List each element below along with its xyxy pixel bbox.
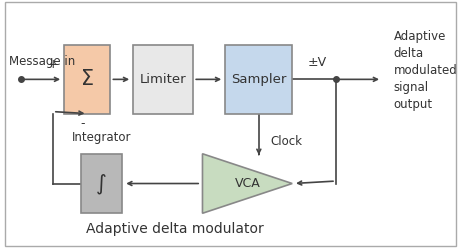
Text: -: - xyxy=(81,118,85,130)
Text: VCA: VCA xyxy=(235,177,260,190)
Text: ∫: ∫ xyxy=(96,173,106,194)
Text: Σ: Σ xyxy=(81,69,94,89)
Text: ±V: ±V xyxy=(308,56,327,68)
Text: Adaptive
delta
modulated
signal
output: Adaptive delta modulated signal output xyxy=(393,30,457,111)
Polygon shape xyxy=(203,154,292,213)
Bar xyxy=(65,45,110,114)
Text: Integrator: Integrator xyxy=(72,131,131,144)
Text: Message in: Message in xyxy=(9,56,75,68)
Text: Adaptive delta modulator: Adaptive delta modulator xyxy=(86,222,264,236)
Text: Sampler: Sampler xyxy=(231,73,286,86)
Bar xyxy=(81,154,122,213)
Bar xyxy=(226,45,292,114)
Text: Clock: Clock xyxy=(270,135,302,148)
Bar xyxy=(133,45,193,114)
Text: Limiter: Limiter xyxy=(140,73,187,86)
Text: +: + xyxy=(48,58,58,71)
